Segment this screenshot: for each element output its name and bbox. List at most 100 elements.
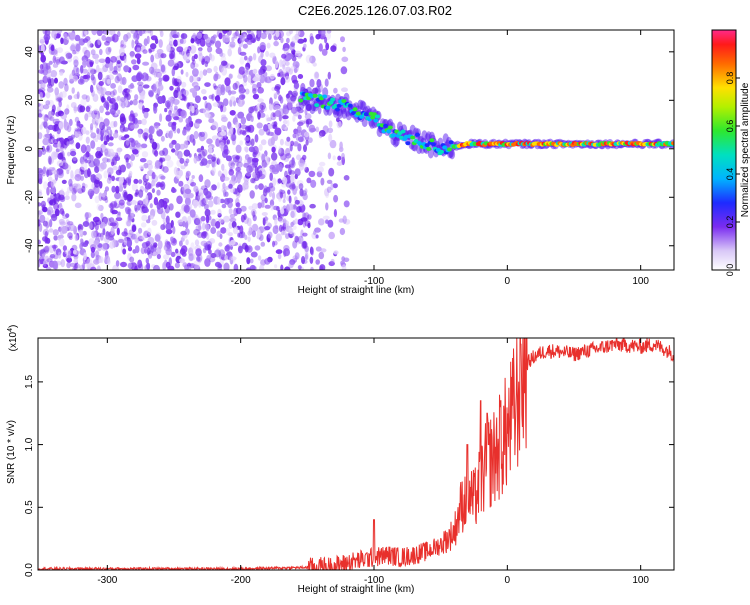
noise-blob [169, 52, 174, 60]
noise-blob [59, 221, 66, 226]
noise-blob [57, 140, 61, 150]
noise-blob [272, 240, 275, 248]
noise-blob [258, 144, 263, 151]
noise-blob [244, 137, 250, 142]
noise-blob [95, 114, 99, 124]
noise-blob [189, 75, 194, 83]
ridge-core [386, 129, 392, 134]
noise-blob [231, 164, 235, 170]
noise-blob [43, 120, 48, 128]
noise-blob [51, 30, 57, 39]
noise-blob [136, 47, 142, 54]
noise-blob [266, 117, 273, 122]
noise-blob [257, 111, 261, 120]
noise-blob [196, 253, 203, 263]
noise-blob [223, 215, 231, 223]
noise-blob [319, 265, 324, 270]
noise-blob [76, 67, 80, 74]
x-tick-label: 0 [505, 276, 511, 287]
noise-blob [132, 149, 139, 155]
noise-blob [80, 98, 87, 107]
noise-blob [252, 53, 257, 61]
noise-blob [211, 184, 217, 191]
noise-blob [130, 138, 135, 144]
noise-blob [180, 165, 186, 170]
noise-blob [124, 140, 131, 149]
noise-blob [176, 195, 183, 205]
ridge-core [447, 147, 452, 152]
noise-blob [101, 96, 105, 103]
noise-blob [280, 37, 284, 44]
noise-blob [98, 58, 106, 64]
noise-blob [74, 116, 80, 123]
noise-blob [194, 95, 201, 104]
noise-blob [42, 166, 47, 175]
noise-blob [59, 147, 64, 152]
ridge-core [325, 105, 331, 110]
noise-blob [153, 197, 159, 206]
noise-blob [162, 222, 166, 230]
noise-blob [254, 245, 261, 251]
noise-blob [80, 65, 84, 74]
noise-blob [73, 106, 79, 112]
noise-blob [212, 34, 217, 39]
noise-blob [59, 71, 64, 76]
noise-blob [45, 74, 52, 79]
noise-blob [129, 50, 135, 59]
noise-blob [150, 245, 155, 254]
noise-blob [42, 260, 47, 267]
noise-blob [228, 169, 235, 176]
noise-blob [249, 258, 254, 264]
noise-blob [290, 106, 298, 114]
noise-blob [74, 234, 79, 242]
noise-blob [153, 122, 159, 129]
noise-blob [48, 115, 54, 121]
noise-blob [205, 232, 210, 240]
noise-blob [111, 185, 116, 193]
noise-blob [42, 104, 50, 110]
noise-blob [271, 146, 276, 153]
noise-blob [147, 215, 151, 221]
noise-blob [267, 131, 274, 136]
noise-blob [172, 99, 180, 105]
noise-blob [162, 74, 170, 82]
noise-blob [295, 103, 299, 109]
noise-blob [204, 179, 211, 188]
noise-blob [158, 77, 163, 82]
noise-blob [66, 221, 74, 226]
noise-blob [223, 35, 230, 43]
noise-blob [85, 130, 90, 135]
noise-blob [341, 87, 348, 92]
noise-blob [330, 258, 335, 264]
noise-blob [162, 147, 169, 156]
noise-blob [113, 102, 119, 111]
noise-blob [103, 101, 110, 109]
noise-blob [282, 105, 290, 115]
noise-blob [134, 204, 138, 212]
noise-blob [333, 250, 339, 255]
noise-blob [289, 163, 294, 168]
noise-blob [41, 121, 47, 126]
noise-blob [251, 223, 259, 232]
noise-blob [137, 84, 144, 93]
noise-blob [278, 147, 285, 157]
noise-blob [38, 202, 42, 207]
noise-blob [237, 99, 241, 104]
noise-blob [211, 167, 216, 175]
noise-blob [67, 250, 72, 259]
noise-blob [264, 226, 271, 231]
ridge-core [347, 103, 353, 108]
noise-blob [109, 222, 117, 227]
noise-blob [178, 117, 184, 123]
noise-blob [247, 236, 251, 243]
noise-blob [286, 37, 290, 44]
noise-blob [111, 175, 115, 182]
noise-blob [54, 77, 58, 84]
noise-blob [202, 222, 206, 231]
noise-blob [291, 90, 298, 97]
noise-blob [315, 126, 320, 133]
noise-blob [178, 95, 183, 100]
noise-blob [243, 74, 248, 83]
noise-blob [109, 202, 114, 210]
